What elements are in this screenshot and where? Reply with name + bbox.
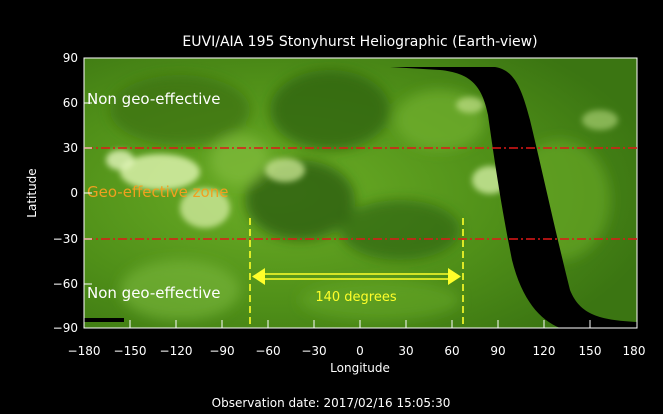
figure-title: EUVI/AIA 195 Stonyhurst Heliographic (Ea… <box>182 34 537 50</box>
observation-date: Observation date: 2017/02/16 15:05:30 <box>212 396 451 410</box>
non-geo-label-top: Non geo-effective <box>87 90 220 108</box>
x-tick-label: −30 <box>301 344 326 358</box>
x-tick-label: 60 <box>444 344 459 358</box>
non-geo-label-bottom: Non geo-effective <box>87 284 220 302</box>
geo-zone-label: Geo-effective zone <box>87 183 228 201</box>
y-axis-label: Latitude <box>25 168 39 217</box>
x-axis: −180 −150 −120 −90 −60 −30 0 30 60 90 12… <box>68 320 646 358</box>
solar-map <box>84 58 637 328</box>
x-tick-label: 90 <box>490 344 505 358</box>
x-tick-label: −180 <box>68 344 101 358</box>
x-tick-label: −60 <box>255 344 280 358</box>
span-arrow <box>252 268 461 285</box>
x-tick-label: 0 <box>356 344 364 358</box>
x-axis-label: Longitude <box>330 361 390 375</box>
far-side-gap <box>390 67 637 328</box>
x-tick-label: −90 <box>209 344 234 358</box>
x-tick-label: 180 <box>623 344 646 358</box>
x-tick-label: −150 <box>114 344 147 358</box>
y-tick-label: 60 <box>63 96 78 110</box>
y-tick-label: 0 <box>70 186 78 200</box>
y-axis: 90 60 30 0 −30 −60 −90 <box>53 51 92 335</box>
x-tick-label: 30 <box>398 344 413 358</box>
x-tick-label: −120 <box>160 344 193 358</box>
span-label: 140 degrees <box>315 290 397 305</box>
bottom-gap-sliver <box>84 318 124 322</box>
y-tick-label: −30 <box>53 232 78 246</box>
y-tick-label: 30 <box>63 141 78 155</box>
y-tick-label: 90 <box>63 51 78 65</box>
y-tick-label: −90 <box>53 321 78 335</box>
y-tick-label: −60 <box>53 277 78 291</box>
x-tick-label: 120 <box>533 344 556 358</box>
x-tick-label: 150 <box>579 344 602 358</box>
